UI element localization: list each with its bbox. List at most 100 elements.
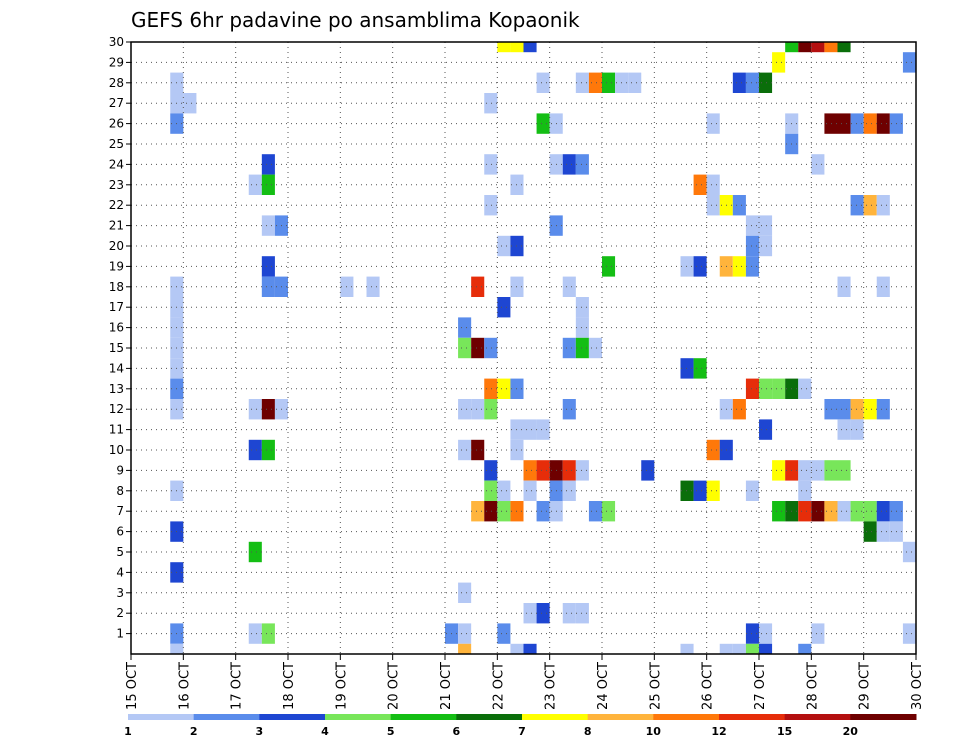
precip-cell — [745, 643, 759, 654]
precip-cell — [497, 42, 511, 53]
precip-cell — [523, 42, 537, 53]
x-tick-label: 18 OCT — [282, 662, 297, 710]
precip-cell — [575, 297, 589, 318]
precip-cell — [471, 337, 485, 359]
precip-cell — [484, 501, 498, 522]
precip-cell — [575, 337, 589, 359]
colorbar-swatch — [587, 714, 654, 720]
precip-cell — [693, 358, 707, 379]
precip-cell — [850, 419, 864, 440]
precip-cell — [261, 439, 275, 461]
precip-cell — [759, 235, 773, 257]
colorbar-swatch — [653, 714, 720, 720]
precip-cell — [497, 501, 511, 522]
precip-cell — [458, 582, 472, 603]
x-tick-label: 24 OCT — [596, 662, 611, 710]
precip-cell — [536, 419, 550, 440]
precip-cell — [575, 154, 589, 175]
x-tick-label: 25 OCT — [648, 662, 663, 710]
precip-cell — [772, 460, 786, 481]
y-tick-label: 13 — [109, 382, 124, 396]
x-tick-label: 29 OCT — [858, 662, 873, 710]
precip-cell — [497, 297, 511, 318]
precip-cell — [876, 276, 890, 297]
x-tick-label: 27 OCT — [753, 662, 768, 710]
precip-cell — [575, 603, 589, 624]
precip-cell — [248, 439, 262, 461]
precip-cell — [588, 337, 602, 359]
precip-cell — [484, 399, 498, 420]
colorbar-label: 4 — [321, 725, 329, 738]
x-tick-label: 23 OCT — [544, 662, 559, 710]
precip-cell — [759, 72, 773, 93]
precip-cell — [785, 42, 799, 53]
precip-cell — [366, 276, 380, 297]
precip-cell — [837, 42, 851, 53]
y-tick-label: 28 — [109, 76, 124, 90]
y-tick-label: 21 — [109, 219, 124, 233]
precip-cell — [484, 378, 498, 399]
precip-cell — [824, 42, 838, 53]
precip-cell — [261, 174, 275, 195]
precip-cell — [863, 195, 877, 216]
precip-cell — [706, 439, 720, 461]
y-tick-label: 7 — [116, 504, 124, 518]
precip-cell — [458, 317, 472, 338]
y-tick-label: 8 — [116, 484, 124, 498]
y-tick-label: 22 — [109, 198, 124, 212]
y-tick-label: 1 — [116, 627, 124, 641]
colorbar-swatch — [719, 714, 786, 720]
precip-cell — [824, 460, 838, 481]
precip-cell — [772, 378, 786, 399]
precip-cell — [759, 215, 773, 236]
precip-cell — [732, 399, 746, 420]
precip-cell — [680, 480, 694, 501]
precip-cell — [628, 72, 642, 93]
precip-cell — [497, 480, 511, 501]
y-axis: 1234567891011121314151617181920212223242… — [109, 35, 131, 641]
y-tick-label: 26 — [109, 117, 124, 131]
x-axis: 15 OCT 16 OCT 17 OCT 18 OCT 19 OCT 20 OCT 21 O… — [125, 654, 925, 710]
precip-cell — [850, 501, 864, 522]
precip-cell — [876, 195, 890, 216]
y-tick-label: 24 — [109, 157, 124, 171]
precip-cell — [902, 52, 916, 73]
x-tick-label: 15 OCT — [125, 662, 140, 710]
y-tick-label: 19 — [109, 259, 124, 273]
colorbar-label: 2 — [190, 725, 198, 738]
precip-cell — [458, 399, 472, 420]
y-tick-label: 25 — [109, 137, 124, 151]
precip-cell — [798, 501, 812, 522]
colorbar-label: 15 — [777, 725, 792, 738]
y-tick-label: 20 — [109, 239, 124, 253]
colorbar-label: 10 — [646, 725, 662, 738]
precip-cell — [693, 174, 707, 195]
precip-cell — [562, 154, 576, 175]
precip-cell — [798, 480, 812, 501]
precip-cell — [458, 439, 472, 461]
precip-cell — [562, 399, 576, 420]
y-tick-label: 5 — [116, 545, 124, 559]
precip-cell — [680, 643, 694, 654]
precip-cell — [562, 337, 576, 359]
colorbar-swatch — [259, 714, 326, 720]
precip-cell — [863, 113, 877, 134]
y-tick-label: 11 — [109, 423, 124, 437]
precip-cell — [602, 501, 616, 522]
precip-cell — [536, 72, 550, 93]
colorbar-swatch — [193, 714, 260, 720]
plot-grid — [131, 42, 916, 654]
precip-cell — [170, 643, 184, 654]
precip-cell — [471, 501, 485, 522]
colorbar-label: 3 — [255, 725, 263, 738]
colorbar-swatch — [128, 714, 195, 720]
precip-cell — [876, 501, 890, 522]
colorbar-label: 8 — [584, 725, 592, 738]
precip-cell — [484, 93, 498, 114]
precip-cell — [261, 399, 275, 420]
precip-cell — [261, 215, 275, 236]
precip-cell — [811, 623, 825, 644]
colorbar-swatch — [522, 714, 589, 720]
precip-cell — [562, 480, 576, 501]
